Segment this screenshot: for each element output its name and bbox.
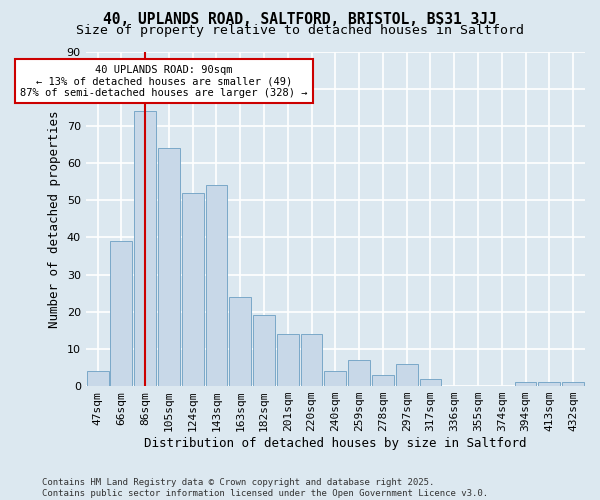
Bar: [562, 382, 584, 386]
Bar: [206, 186, 227, 386]
Bar: [134, 111, 156, 386]
Bar: [538, 382, 560, 386]
Bar: [253, 316, 275, 386]
Bar: [301, 334, 322, 386]
Bar: [348, 360, 370, 386]
Bar: [372, 375, 394, 386]
Text: 40 UPLANDS ROAD: 90sqm
← 13% of detached houses are smaller (49)
87% of semi-det: 40 UPLANDS ROAD: 90sqm ← 13% of detached…: [20, 64, 308, 98]
Bar: [110, 241, 132, 386]
Bar: [325, 371, 346, 386]
Bar: [419, 378, 442, 386]
Bar: [277, 334, 299, 386]
Bar: [158, 148, 180, 386]
Bar: [396, 364, 418, 386]
Text: Size of property relative to detached houses in Saltford: Size of property relative to detached ho…: [76, 24, 524, 37]
Bar: [515, 382, 536, 386]
Bar: [182, 193, 203, 386]
Bar: [86, 371, 109, 386]
Bar: [229, 297, 251, 386]
X-axis label: Distribution of detached houses by size in Saltford: Distribution of detached houses by size …: [144, 437, 527, 450]
Y-axis label: Number of detached properties: Number of detached properties: [48, 110, 61, 328]
Text: Contains HM Land Registry data © Crown copyright and database right 2025.
Contai: Contains HM Land Registry data © Crown c…: [42, 478, 488, 498]
Text: 40, UPLANDS ROAD, SALTFORD, BRISTOL, BS31 3JJ: 40, UPLANDS ROAD, SALTFORD, BRISTOL, BS3…: [103, 12, 497, 28]
